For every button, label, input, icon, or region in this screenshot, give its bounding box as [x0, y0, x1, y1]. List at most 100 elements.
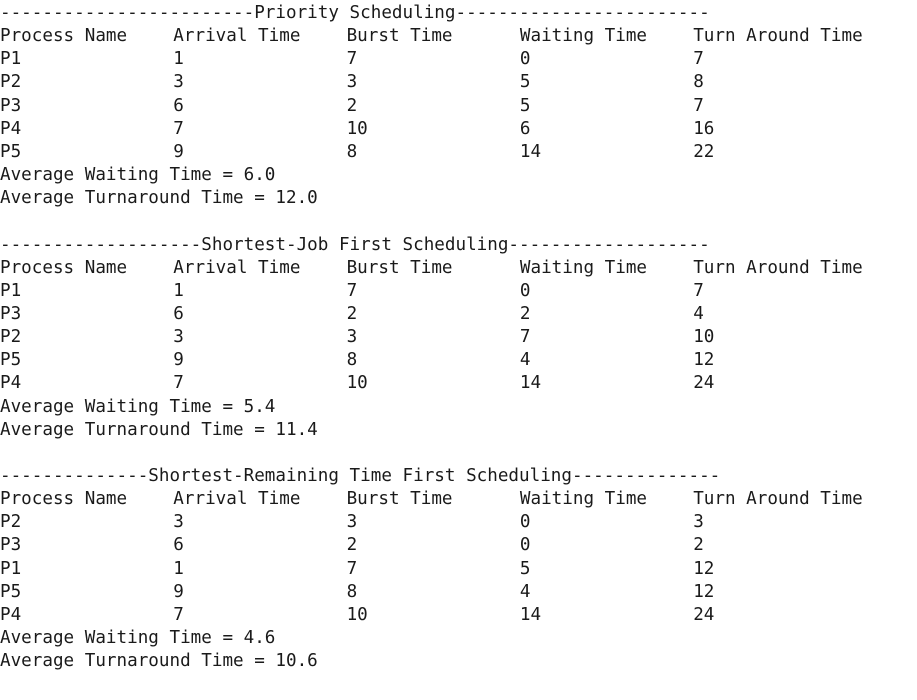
table-cell: P5 — [0, 581, 22, 602]
average-line: Average Waiting Time = 5.4 — [0, 396, 276, 417]
table-cell: P3 — [0, 95, 22, 116]
table-cell: 24 — [693, 373, 715, 394]
column-header: Waiting Time — [519, 26, 647, 47]
average-line: Average Turnaround Time = 10.6 — [0, 651, 318, 672]
table-cell: 10 — [693, 327, 715, 348]
table-cell: 0 — [519, 280, 531, 301]
column-header: Arrival Time — [173, 257, 301, 278]
table-cell: 2 — [346, 535, 358, 556]
table-cell: P3 — [0, 535, 22, 556]
table-cell: 2 — [519, 303, 531, 324]
table-cell: P3 — [0, 303, 22, 324]
table-cell: 8 — [346, 581, 358, 602]
table-cell: P4 — [0, 604, 22, 625]
column-header: Arrival Time — [173, 26, 301, 47]
table-cell: 7 — [346, 558, 358, 579]
table-cell: 0 — [519, 49, 531, 70]
table-cell: 5 — [519, 95, 531, 116]
table-cell: 9 — [173, 581, 184, 602]
column-header: Turn Around Time — [693, 26, 863, 47]
table-cell: 9 — [173, 141, 184, 162]
table-cell: 14 — [519, 373, 542, 394]
average-line: Average Turnaround Time = 11.4 — [0, 419, 318, 440]
table-cell: 1 — [173, 49, 184, 70]
table-cell: 7 — [346, 280, 358, 301]
table-cell: 2 — [693, 535, 704, 556]
table-cell: 7 — [346, 49, 358, 70]
table-cell: 8 — [346, 141, 358, 162]
table-cell: 3 — [173, 512, 184, 533]
section-heading: --------------Shortest-Remaining Time Fi… — [0, 466, 721, 486]
table-cell: P1 — [0, 49, 22, 70]
table-cell: 2 — [346, 95, 358, 116]
table-cell: 24 — [693, 604, 715, 625]
table-cell: 14 — [519, 604, 542, 625]
table-cell: 8 — [346, 350, 358, 371]
table-cell: 10 — [346, 373, 368, 394]
column-header: Burst Time — [346, 489, 453, 510]
column-header: Waiting Time — [519, 257, 647, 278]
average-line: Average Waiting Time = 4.6 — [0, 628, 276, 649]
table-cell: 3 — [173, 327, 184, 348]
column-header: Burst Time — [346, 257, 453, 278]
table-cell: 7 — [173, 373, 184, 394]
table-cell: P1 — [0, 558, 22, 579]
table-cell: 3 — [346, 72, 358, 93]
table-cell: 7 — [173, 604, 184, 625]
table-cell: 10 — [346, 604, 368, 625]
table-cell: 0 — [519, 535, 531, 556]
table-cell: 4 — [519, 581, 531, 602]
table-cell: 4 — [693, 303, 704, 324]
column-header: Arrival Time — [173, 489, 301, 510]
table-cell: P5 — [0, 350, 22, 371]
table-cell: 7 — [693, 280, 704, 301]
column-header: Process Name — [0, 26, 128, 47]
table-cell: 6 — [519, 118, 531, 139]
table-cell: 3 — [346, 512, 358, 533]
column-header: Turn Around Time — [693, 257, 863, 278]
table-cell: 3 — [346, 327, 358, 348]
table-cell: 7 — [693, 95, 704, 116]
table-cell: 12 — [693, 350, 715, 371]
table-cell: 1 — [173, 280, 184, 301]
table-cell: 12 — [693, 581, 715, 602]
table-cell: 7 — [173, 118, 184, 139]
column-header: Process Name — [0, 257, 128, 278]
table-cell: 12 — [693, 558, 715, 579]
section-heading: ------------------------Priority Schedul… — [0, 3, 710, 23]
table-cell: 22 — [693, 141, 715, 162]
table-cell: P4 — [0, 373, 22, 394]
table-cell: 8 — [693, 72, 704, 93]
table-cell: 3 — [693, 512, 704, 533]
average-line: Average Waiting Time = 6.0 — [0, 165, 276, 186]
table-cell: 2 — [346, 303, 358, 324]
table-cell: 9 — [173, 350, 184, 371]
column-header: Waiting Time — [519, 489, 647, 510]
table-cell: 6 — [173, 95, 184, 116]
average-line: Average Turnaround Time = 12.0 — [0, 188, 318, 209]
table-cell: 3 — [173, 72, 184, 93]
table-cell: 4 — [519, 350, 531, 371]
table-cell: 0 — [519, 512, 531, 533]
table-cell: P2 — [0, 512, 22, 533]
column-header: Turn Around Time — [693, 489, 863, 510]
table-cell: P5 — [0, 141, 22, 162]
table-cell: 5 — [519, 72, 531, 93]
table-cell: 16 — [693, 118, 715, 139]
table-cell: P1 — [0, 280, 22, 301]
column-header: Burst Time — [346, 26, 453, 47]
table-cell: 5 — [519, 558, 531, 579]
table-cell: 7 — [693, 49, 704, 70]
table-cell: 1 — [173, 558, 184, 579]
section-heading: -------------------Shortest-Job First Sc… — [0, 234, 710, 255]
table-cell: 6 — [173, 535, 184, 556]
table-cell: P2 — [0, 327, 22, 348]
table-cell: 7 — [519, 327, 531, 348]
table-cell: P4 — [0, 118, 22, 139]
column-header: Process Name — [0, 489, 128, 510]
table-cell: 10 — [346, 118, 368, 139]
table-cell: 14 — [519, 141, 542, 162]
table-cell: 6 — [173, 303, 184, 324]
table-cell: P2 — [0, 72, 22, 93]
